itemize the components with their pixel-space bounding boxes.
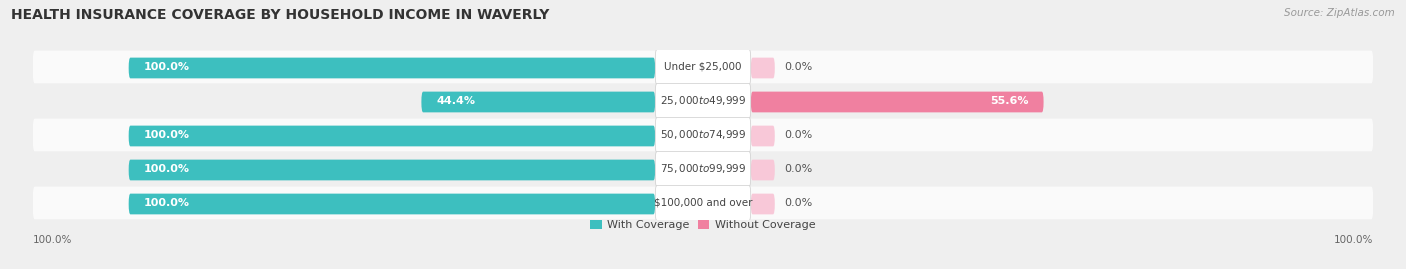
Text: 100.0%: 100.0% [32,235,72,245]
Text: $75,000 to $99,999: $75,000 to $99,999 [659,162,747,175]
Text: 100.0%: 100.0% [143,130,190,140]
Text: 100.0%: 100.0% [143,62,190,72]
Text: 100.0%: 100.0% [143,164,190,174]
Text: 0.0%: 0.0% [783,164,813,174]
Text: $100,000 and over: $100,000 and over [654,198,752,208]
FancyBboxPatch shape [129,126,655,146]
Text: 0.0%: 0.0% [783,198,813,208]
FancyBboxPatch shape [32,153,1374,185]
FancyBboxPatch shape [129,194,655,214]
FancyBboxPatch shape [32,51,1374,83]
FancyBboxPatch shape [751,160,775,180]
Text: $50,000 to $74,999: $50,000 to $74,999 [659,129,747,141]
Text: HEALTH INSURANCE COVERAGE BY HOUSEHOLD INCOME IN WAVERLY: HEALTH INSURANCE COVERAGE BY HOUSEHOLD I… [11,8,550,22]
FancyBboxPatch shape [32,85,1374,117]
FancyBboxPatch shape [655,83,751,118]
Legend: With Coverage, Without Coverage: With Coverage, Without Coverage [586,216,820,235]
Text: 44.4%: 44.4% [436,96,475,106]
Text: 55.6%: 55.6% [990,96,1029,106]
FancyBboxPatch shape [751,92,1043,112]
FancyBboxPatch shape [422,92,655,112]
FancyBboxPatch shape [751,126,775,146]
Text: 0.0%: 0.0% [783,130,813,140]
FancyBboxPatch shape [751,58,775,78]
FancyBboxPatch shape [32,119,1374,151]
FancyBboxPatch shape [129,58,655,78]
FancyBboxPatch shape [655,185,751,221]
Text: 100.0%: 100.0% [1334,235,1374,245]
Text: Under $25,000: Under $25,000 [664,62,742,72]
Text: 0.0%: 0.0% [783,62,813,72]
FancyBboxPatch shape [129,160,655,180]
Text: Source: ZipAtlas.com: Source: ZipAtlas.com [1284,8,1395,18]
Text: $25,000 to $49,999: $25,000 to $49,999 [659,94,747,108]
FancyBboxPatch shape [655,118,751,153]
FancyBboxPatch shape [32,187,1374,219]
FancyBboxPatch shape [655,151,751,186]
FancyBboxPatch shape [655,49,751,84]
FancyBboxPatch shape [751,194,775,214]
Text: 100.0%: 100.0% [143,198,190,208]
